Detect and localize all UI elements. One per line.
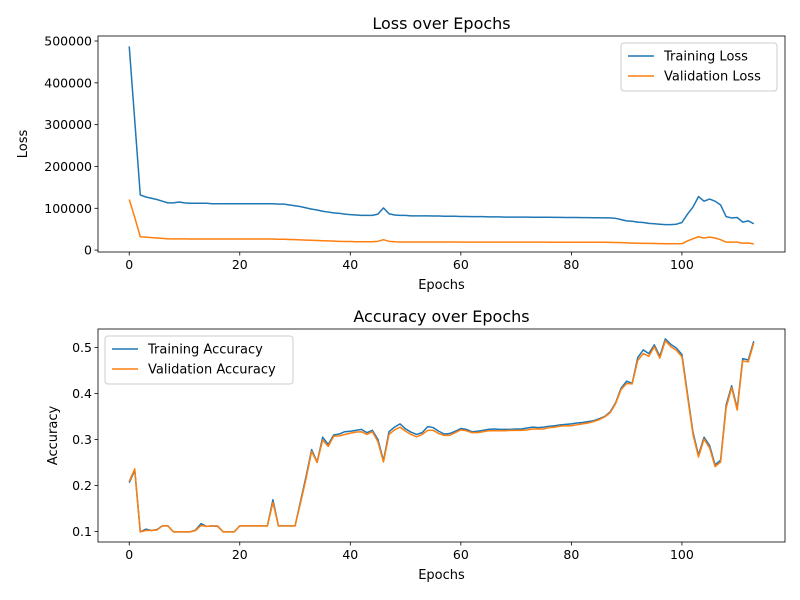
- accuracy-subplot: 0 20 40 60 80 100 0.1 0.2 0.3 0.4 0.5 Accuracy over…: [46, 307, 786, 583]
- x-tick-label: 100: [670, 547, 694, 562]
- x-tick-label: 20: [232, 547, 248, 562]
- chart-title: Accuracy over Epochs: [353, 307, 529, 326]
- axes-frame: [97, 328, 786, 543]
- y-tick-label: 500000: [44, 34, 92, 49]
- legend: Training Loss Validation Loss: [620, 42, 778, 92]
- y-tick-label: 0.1: [72, 524, 92, 539]
- chart-title: Loss over Epochs: [372, 14, 510, 33]
- x-tick-label: 40: [342, 547, 358, 562]
- y-tick-label: 0.4: [72, 386, 92, 401]
- x-tick-label: 100: [670, 257, 694, 272]
- x-axis-label: Epochs: [418, 278, 465, 293]
- loss-subplot: 0 20 40 60 80 100 0 100000 200000 300000 400000 500…: [16, 14, 786, 293]
- y-axis-label: Accuracy: [46, 406, 61, 466]
- y-tick-label: 100000: [44, 201, 92, 216]
- y-axis-label: Loss: [16, 130, 31, 159]
- legend-label: Training Loss: [663, 50, 748, 65]
- legend-label: Validation Loss: [664, 70, 761, 85]
- series-line-validation-accuracy: [128, 339, 755, 533]
- x-tick-label: 40: [342, 257, 358, 272]
- y-tick-label: 0.2: [72, 478, 92, 493]
- y-tick-label: 0.3: [72, 432, 92, 447]
- legend-label: Validation Accuracy: [148, 363, 276, 378]
- x-tick-label: 80: [563, 257, 579, 272]
- x-tick-label: 0: [125, 547, 133, 562]
- series-line-validation-loss: [128, 199, 754, 245]
- x-axis-label: Epochs: [418, 568, 465, 583]
- legend: Training Accuracy Validation Accuracy: [104, 335, 294, 385]
- y-tick-label: 400000: [44, 75, 92, 90]
- legend-box: [104, 335, 294, 385]
- series-line-training-loss: [128, 46, 755, 226]
- y-tick-label: 0: [84, 243, 92, 258]
- x-tick-label: 60: [453, 547, 469, 562]
- y-tick-label: 300000: [44, 117, 92, 132]
- y-tick-label: 200000: [44, 159, 92, 174]
- legend-label: Training Accuracy: [147, 343, 263, 358]
- x-tick-label: 0: [125, 257, 133, 272]
- x-tick-label: 60: [453, 257, 469, 272]
- legend-box: [620, 42, 778, 92]
- axes-frame: [97, 35, 786, 253]
- x-tick-label: 20: [232, 257, 248, 272]
- x-tick-label: 80: [563, 547, 579, 562]
- y-tick-label: 0.5: [72, 340, 92, 355]
